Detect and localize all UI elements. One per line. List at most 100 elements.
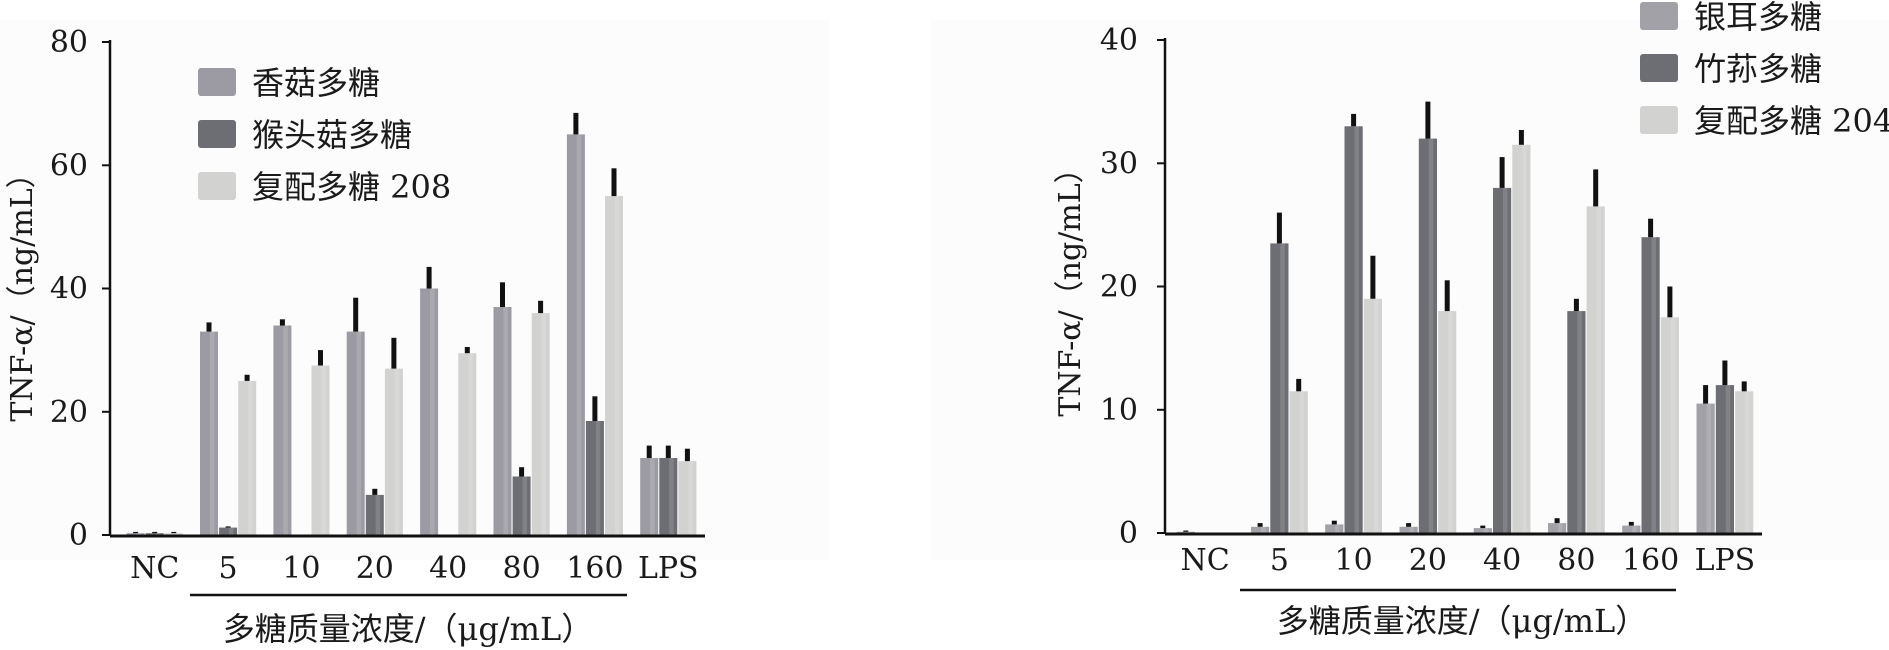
- chart-2-category-label-80: 80: [1557, 543, 1595, 578]
- chart-1-bar-highlight-1-5: [209, 331, 215, 535]
- chart-1-plot-area: 0 20 40 60 80 NC 5 10 20 40 80 160 LPS 香菇多糖猴头菇多糖复配多糖 …: [50, 25, 705, 597]
- chart-2-bar-highlight-1-NC: [1186, 531, 1192, 533]
- chart-1-legend-swatch-1: [198, 68, 236, 96]
- chart-2-bar-highlight-3-10: [1373, 298, 1379, 533]
- chart-2-bar-highlight-3-5: [1299, 391, 1305, 533]
- chart-1-bar-highlight-2-5: [229, 527, 234, 535]
- chart-2-bar-highlight-2-20: [1428, 138, 1434, 533]
- chart-2-bar-3-5: [1289, 391, 1308, 533]
- chart-2-bar-3-10: [1363, 298, 1382, 533]
- chart-1-bar-highlight-1-80: [503, 307, 508, 535]
- chart-2-bar-1-5: [1251, 526, 1270, 533]
- chart-1-y-tick-label-80: 80: [50, 25, 88, 60]
- chart-1-category-label-160: 160: [566, 551, 623, 586]
- chart-1-bar-3-NC: [164, 533, 183, 535]
- chart-1-bar-1-160: [566, 134, 585, 535]
- chart-1-bar-3-20: [384, 368, 403, 535]
- chart-2-bar-1-10: [1325, 524, 1344, 533]
- chart-2-bar-highlight-2-10: [1354, 126, 1359, 534]
- chart-1-category-label-10: 10: [282, 551, 320, 586]
- chart-1-bar-2-NC: [145, 533, 164, 535]
- chart-1-bar-highlight-3-LPS: [688, 461, 693, 535]
- chart-2-bar-3-LPS: [1735, 391, 1754, 533]
- chart-1-y-tick-label-60: 60: [50, 148, 88, 183]
- chart-1-legend-label-1: 香菇多糖: [252, 64, 380, 102]
- chart-2-bar-1-NC: [1176, 531, 1195, 533]
- chart-1-category-label-5: 5: [219, 551, 238, 586]
- chart-1-category-label-40: 40: [429, 551, 467, 586]
- chart-1-bar-highlight-3-20: [394, 368, 400, 535]
- chart-2-bar-highlight-1-40: [1483, 528, 1489, 533]
- chart-1-bar-highlight-3-160: [614, 196, 620, 535]
- chart-1-bar-highlight-2-LPS: [669, 458, 674, 535]
- chart-2-legend-swatch-1: [1640, 2, 1678, 30]
- chart-2-bar-highlight-2-160: [1651, 237, 1656, 533]
- chart-1-category-label-20: 20: [356, 551, 394, 586]
- chart-2-legend-label-2: 竹荪多糖: [1694, 50, 1822, 88]
- chart-2-category-label-20: 20: [1409, 543, 1447, 578]
- chart-2-bar-highlight-3-40: [1522, 144, 1527, 534]
- chart-1-bar-highlight-1-20: [356, 331, 362, 535]
- chart-2: TNF-α/（ng/mL） 多糖质量浓度/（μg/mL） 0 10 20 30 40 NC…: [1053, 0, 1889, 640]
- chart-1-bar-1-20: [346, 331, 365, 535]
- chart-1-bar-highlight-1-160: [576, 134, 582, 535]
- chart-2-y-tick-label-40: 40: [1100, 23, 1138, 58]
- chart-1-bar-1-NC: [126, 533, 145, 535]
- chart-1-bar-highlight-3-10: [321, 365, 326, 535]
- chart-2-legend-swatch-2: [1640, 54, 1678, 82]
- chart-2-bar-3-20: [1438, 311, 1457, 533]
- chart-2-bar-1-80: [1548, 523, 1567, 533]
- chart-2-bar-2-40: [1493, 187, 1512, 533]
- chart-2-bar-highlight-2-LPS: [1725, 385, 1731, 533]
- chart-2-bar-highlight-2-5: [1280, 243, 1285, 533]
- chart-2-bar-3-80: [1586, 206, 1605, 533]
- chart-1-category-label-NC: NC: [130, 551, 179, 586]
- chart-1-y-tick-label-40: 40: [50, 272, 88, 307]
- chart-1-bar-3-80: [531, 313, 550, 535]
- chart-2-bar-1-20: [1399, 526, 1418, 533]
- chart-2-bar-2-20: [1418, 138, 1437, 533]
- chart-1-bar-highlight-3-5: [248, 380, 253, 535]
- chart-2-y-tick-label-10: 10: [1100, 393, 1138, 428]
- chart-1: TNF-α/（ng/mL） 多糖质量浓度/（μg/mL） 0 20 40 60 80 NC…: [5, 25, 705, 648]
- chart-1-y-axis-label: TNF-α/（ng/mL）: [5, 158, 40, 421]
- chart-1-bar-highlight-1-10: [283, 325, 288, 535]
- chart-1-legend-label-2: 猴头菇多糖: [252, 116, 412, 154]
- chart-2-category-label-NC: NC: [1180, 543, 1229, 578]
- chart-1-bar-3-LPS: [678, 461, 697, 535]
- chart-2-category-label-5: 5: [1270, 543, 1289, 578]
- chart-1-y-tick-label-0: 0: [69, 518, 88, 553]
- chart-1-bar-highlight-2-20: [375, 494, 381, 535]
- chart-2-category-label-LPS: LPS: [1695, 543, 1756, 578]
- chart-2-legend-label-1: 银耳多糖: [1694, 0, 1822, 36]
- chart-1-category-label-80: 80: [503, 551, 541, 586]
- chart-2-legend-swatch-3: [1640, 106, 1678, 134]
- chart-2-bar-highlight-1-20: [1409, 526, 1414, 533]
- chart-2-bar-highlight-1-160: [1632, 525, 1637, 533]
- chart-2-bar-3-160: [1660, 317, 1679, 533]
- chart-1-bar-highlight-1-LPS: [650, 458, 655, 535]
- chart-1-bar-highlight-2-160: [595, 421, 601, 535]
- chart-2-category-label-160: 160: [1622, 543, 1679, 578]
- chart-1-legend-swatch-2: [198, 120, 236, 148]
- chart-1-bar-2-160: [585, 421, 604, 535]
- chart-1-bar-2-5: [219, 527, 238, 535]
- chart-1-bar-2-20: [365, 494, 384, 535]
- chart-1-bar-1-80: [493, 307, 512, 535]
- chart-2-bar-highlight-1-5: [1261, 526, 1266, 533]
- chart-2-bar-3-40: [1512, 144, 1531, 534]
- chart-1-bar-2-80: [512, 476, 531, 535]
- chart-1-bar-highlight-3-80: [541, 313, 546, 535]
- chart-1-x-axis-label: 多糖质量浓度/（μg/mL）: [223, 610, 593, 648]
- chart-1-background: [0, 20, 830, 560]
- chart-1-bar-highlight-3-40: [468, 353, 473, 535]
- chart-1-bar-3-5: [238, 380, 257, 535]
- chart-1-legend-label-3: 复配多糖 208: [252, 168, 451, 206]
- chart-2-category-label-10: 10: [1335, 543, 1373, 578]
- chart-2-x-axis-label: 多糖质量浓度/（μg/mL）: [1277, 602, 1647, 640]
- chart-2-y-tick-label-30: 30: [1100, 146, 1138, 181]
- chart-2-bar-highlight-1-LPS: [1706, 403, 1711, 533]
- chart-2-y-axis-label: TNF-α/（ng/mL）: [1053, 153, 1088, 416]
- chart-1-bar-highlight-2-80: [522, 476, 527, 535]
- chart-2-bar-1-160: [1622, 525, 1641, 533]
